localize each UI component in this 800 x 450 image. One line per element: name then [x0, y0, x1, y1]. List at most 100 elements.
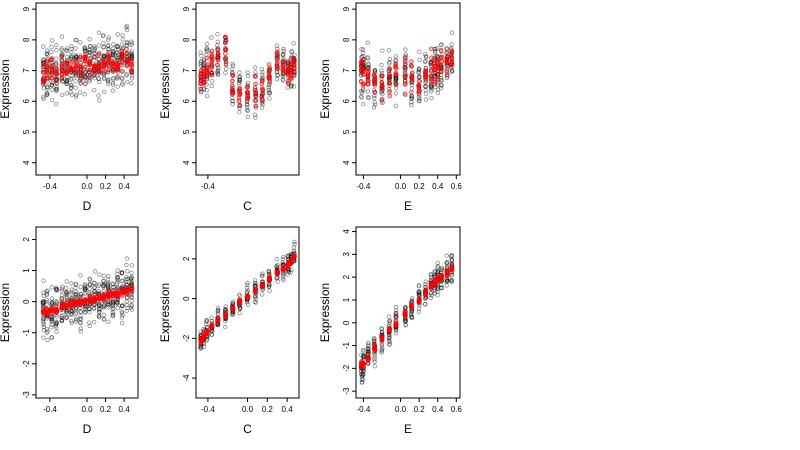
panel-2: -0.4 4 5 6 7 8 9 C Expression	[158, 2, 300, 213]
observed-point	[359, 88, 364, 94]
observed-point	[41, 316, 46, 321]
observed-point	[53, 322, 59, 327]
observed-point	[45, 52, 50, 58]
observed-point	[73, 56, 78, 61]
observed-point	[204, 46, 209, 51]
observed-point	[44, 51, 49, 57]
observed-point	[49, 300, 55, 305]
observed-point	[359, 47, 364, 52]
observed-point	[96, 313, 102, 319]
observed-point	[237, 78, 242, 83]
observed-point	[409, 102, 414, 108]
fitted-point	[73, 70, 78, 75]
y-tick-label: 4	[182, 160, 191, 165]
fitted-point	[49, 70, 54, 76]
fitted-point	[78, 64, 84, 70]
observed-point	[64, 292, 69, 297]
observed-point	[110, 88, 116, 93]
observed-point	[53, 323, 59, 328]
observed-point	[260, 292, 265, 297]
observed-point	[49, 319, 54, 324]
observed-point	[54, 88, 59, 94]
observed-point	[115, 286, 120, 291]
observed-point	[101, 279, 106, 284]
fitted-point	[435, 74, 441, 80]
observed-point	[115, 300, 120, 306]
fitted-point	[223, 40, 228, 46]
observed-point	[69, 308, 74, 314]
observed-point	[204, 76, 209, 82]
fitted-point	[393, 323, 398, 328]
observed-point	[291, 245, 297, 250]
observed-point	[280, 72, 285, 77]
observed-point	[292, 241, 297, 247]
observed-point	[429, 89, 434, 94]
observed-point	[40, 299, 46, 304]
fitted-point	[229, 84, 235, 89]
observed-point	[372, 79, 378, 85]
observed-point	[49, 285, 54, 290]
observed-point	[82, 287, 88, 293]
observed-point	[416, 66, 422, 71]
observed-point	[74, 310, 79, 315]
fitted-point	[49, 307, 55, 313]
observed-point	[237, 70, 242, 75]
observed-point	[423, 84, 428, 89]
observed-point	[416, 306, 422, 311]
fitted-point	[44, 307, 50, 313]
observed-point	[53, 77, 59, 82]
observed-point	[115, 284, 120, 290]
observed-point	[82, 70, 88, 75]
observed-point	[402, 70, 408, 75]
observed-point	[111, 42, 116, 47]
observed-point	[281, 271, 286, 277]
y-axis-label: Expression	[318, 59, 332, 118]
observed-point	[215, 53, 221, 59]
observed-point	[237, 306, 243, 311]
observed-point	[267, 284, 272, 289]
fitted-point	[63, 302, 69, 308]
observed-point	[119, 303, 125, 309]
observed-point	[253, 281, 259, 286]
observed-point	[110, 281, 115, 286]
fitted-point	[402, 91, 408, 97]
observed-point	[267, 271, 272, 276]
observed-point	[101, 89, 107, 95]
fitted-point	[44, 70, 49, 75]
observed-point	[281, 276, 286, 281]
plot-frame	[355, 2, 461, 176]
observed-point	[54, 320, 59, 325]
observed-point	[111, 299, 116, 305]
observed-point	[49, 318, 54, 324]
x-tick-label: 0.2	[414, 405, 426, 414]
observed-point	[129, 278, 134, 284]
fitted-point	[101, 298, 107, 303]
observed-point	[124, 25, 129, 30]
observed-point	[53, 299, 59, 304]
observed-point	[49, 45, 54, 50]
observed-point	[209, 78, 215, 84]
observed-point	[439, 42, 444, 47]
observed-point	[274, 56, 280, 61]
observed-point	[73, 46, 78, 51]
observed-point	[244, 107, 250, 113]
fitted-point	[403, 81, 408, 86]
observed-point	[267, 288, 272, 293]
fitted-point	[45, 58, 50, 64]
observed-point	[110, 46, 116, 51]
observed-point	[41, 316, 46, 321]
observed-point	[129, 73, 135, 78]
observed-point	[119, 303, 124, 309]
fitted-point	[215, 57, 221, 63]
observed-point	[83, 302, 88, 308]
observed-point	[245, 288, 251, 293]
observed-point	[73, 305, 79, 310]
x-tick-label: -0.4	[201, 405, 215, 414]
observed-point	[87, 286, 92, 291]
fitted-point	[230, 78, 235, 84]
panel-5: -0.4 0.0 0.2 0.4 -4 -2 0 2 C Expression	[158, 226, 300, 436]
observed-point	[82, 81, 88, 87]
observed-point	[82, 91, 87, 97]
fitted-point	[253, 286, 259, 292]
fitted-point	[41, 63, 46, 68]
